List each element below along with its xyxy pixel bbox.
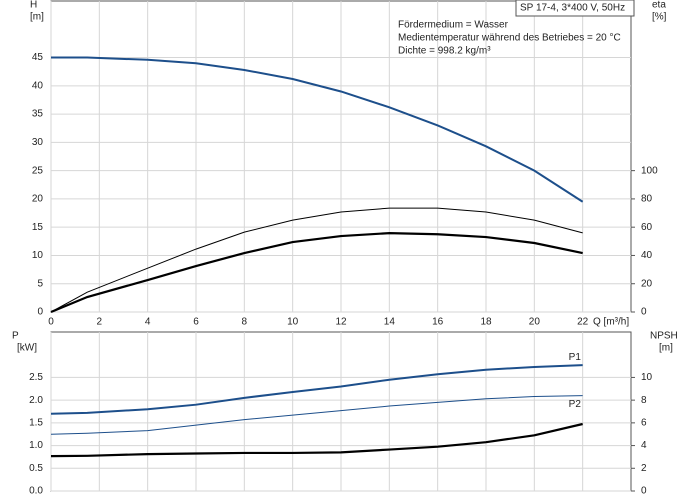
annotation: Dichte = 998.2 kg/m³ bbox=[398, 46, 491, 57]
y-tick-label: 1.0 bbox=[29, 440, 43, 451]
y-axis-label: H bbox=[30, 0, 37, 11]
y-tick-label: 20 bbox=[32, 194, 44, 205]
y2-tick-label: 2 bbox=[641, 463, 647, 474]
y2-tick-label: 6 bbox=[641, 417, 647, 428]
x-tick-label: 14 bbox=[384, 317, 396, 328]
y2-tick-label: 20 bbox=[641, 278, 653, 289]
x-tick-label: 8 bbox=[242, 317, 248, 328]
series-line bbox=[50, 364, 583, 415]
y-tick-label: 5 bbox=[37, 278, 43, 289]
x-tick-label: 10 bbox=[287, 317, 299, 328]
series-line bbox=[50, 422, 583, 458]
y-tick-label: 30 bbox=[32, 137, 44, 148]
series-line bbox=[50, 207, 583, 313]
series-line bbox=[50, 232, 583, 314]
y-tick-label: 35 bbox=[32, 109, 44, 120]
y-axis-label: [kW] bbox=[17, 343, 37, 354]
y2-axis-label: eta bbox=[652, 0, 666, 11]
y-tick-label: 1.5 bbox=[29, 417, 43, 428]
y-tick-label: 0.0 bbox=[29, 486, 43, 497]
y-tick-label: 10 bbox=[32, 250, 44, 261]
x-axis-label: Q [m³/h] bbox=[593, 317, 629, 328]
series-line bbox=[51, 56, 584, 203]
info-box bbox=[515, 0, 635, 17]
y-tick-label: 2.0 bbox=[29, 395, 43, 406]
y2-tick-label: 100 bbox=[641, 165, 658, 176]
annotation: Fördermedium = Wasser bbox=[398, 20, 509, 31]
y-tick-label: 15 bbox=[32, 222, 44, 233]
y-tick-label: 0.5 bbox=[29, 463, 43, 474]
x-tick-label: 18 bbox=[480, 317, 492, 328]
series-label: P1 bbox=[569, 352, 582, 363]
y2-tick-label: 0 bbox=[641, 486, 647, 497]
y2-tick-label: 0 bbox=[641, 307, 647, 318]
x-tick-label: 4 bbox=[145, 317, 151, 328]
y2-tick-label: 4 bbox=[641, 440, 647, 451]
y-tick-label: 40 bbox=[32, 80, 44, 91]
series-line bbox=[50, 395, 583, 435]
y2-tick-label: 8 bbox=[641, 395, 647, 406]
y2-tick-label: 60 bbox=[641, 222, 653, 233]
x-tick-label: 0 bbox=[48, 317, 54, 328]
y-tick-label: 25 bbox=[32, 165, 44, 176]
y2-tick-label: 80 bbox=[641, 194, 653, 205]
y-tick-label: 45 bbox=[32, 52, 44, 63]
x-tick-label: 12 bbox=[335, 317, 347, 328]
x-tick-label: 6 bbox=[193, 317, 199, 328]
x-tick-label: 22 bbox=[577, 317, 589, 328]
series-label: P2 bbox=[569, 399, 582, 410]
y2-axis-label: [m] bbox=[659, 343, 673, 354]
y2-tick-label: 40 bbox=[641, 250, 653, 261]
x-tick-label: 20 bbox=[529, 317, 541, 328]
x-tick-label: 16 bbox=[432, 317, 444, 328]
y-tick-label: 0 bbox=[37, 307, 43, 318]
x-tick-label: 2 bbox=[97, 317, 103, 328]
y-axis-label: [m] bbox=[30, 12, 44, 23]
info-box-label: SP 17-4, 3*400 V, 50Hz bbox=[520, 3, 625, 14]
y2-axis-label: [%] bbox=[652, 12, 667, 23]
y-axis-label: P bbox=[12, 331, 19, 342]
annotation: Medientemperatur während des Betriebes =… bbox=[398, 33, 621, 44]
y2-axis-label: NPSH bbox=[650, 331, 678, 342]
y-tick-label: 2.5 bbox=[29, 372, 43, 383]
y2-tick-label: 10 bbox=[641, 372, 653, 383]
